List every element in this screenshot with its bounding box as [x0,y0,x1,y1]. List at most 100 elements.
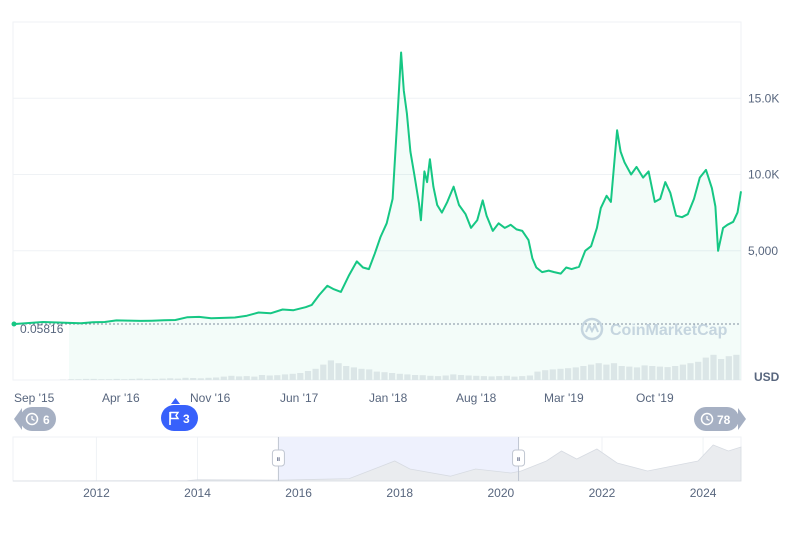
volume-bar [358,368,365,380]
coinmarketcap-watermark: CoinMarketCap [580,317,728,341]
history-clock-hands-icon [31,416,35,422]
baseline-start-dot [11,321,17,327]
navigator-left-handle[interactable]: ⏸ [271,437,285,481]
future-clock-icon [700,412,714,426]
volume-bar [465,375,472,380]
volume-bar [213,377,220,380]
left-events-pill[interactable]: 6 [14,407,56,431]
volume-bar [656,366,663,380]
volume-bar [220,376,227,380]
volume-bar [412,375,419,380]
volume-bar [335,363,342,380]
left-pill-arrow [14,408,22,430]
volume-bar [473,375,480,380]
volume-bar [526,375,533,380]
volume-bar [167,378,174,380]
volume-bar [343,366,350,380]
volume-bar [289,373,296,380]
volume-bar [519,376,526,380]
volume-bar [588,364,595,380]
x-tick-label: Oct '19 [636,391,674,405]
volume-bar [236,376,243,380]
price-line-lead [14,320,70,325]
right-events-pill[interactable]: 78 [694,407,746,431]
right-pill-arrow [738,408,746,430]
volume-bar [251,376,258,380]
navigator-left-handle-grip [271,449,285,467]
navigator-area [12,444,742,482]
volume-bar [610,363,618,380]
navigator-year-labels: 2012 2014 2016 2018 2020 2022 2024 [83,486,717,500]
volume-bar [687,363,694,380]
volume-bar [633,367,641,380]
volume-bar [480,376,487,380]
volume-bar [128,378,136,380]
currency-label: USD [754,370,780,384]
price-line [68,51,742,325]
volume-bar [442,375,449,380]
volume-bar [695,361,702,380]
volume-bar [733,354,740,380]
future-clock-hands-icon [706,416,710,422]
volume-bar [718,359,725,380]
x-tick-label: Jun '17 [280,391,319,405]
x-tick-label: Apr '16 [102,391,140,405]
volume-bars [60,354,740,380]
price-area-fill [69,52,741,380]
volume-bar [626,366,633,380]
watermark-text: CoinMarketCap [610,322,728,339]
flag-events-pill[interactable]: 3 [161,398,198,431]
volume-bar [281,374,289,380]
volume-bar [90,378,97,380]
range-navigator[interactable]: ⏸ ⏸ 2012 2014 2016 2018 2020 2022 2024 [12,436,742,500]
volume-bar [136,378,143,380]
volume-bar [182,377,189,380]
volume-bar [427,375,434,380]
x-axis-ticks: Sep '15 Apr '16 Nov '16 Jun '17 Jan '18 Aug '… [14,391,674,405]
volume-bar [396,373,403,380]
volume-bar [266,375,273,380]
volume-bar [151,378,158,380]
gridlines [13,97,741,252]
volume-bar [197,378,204,380]
volume-bar [565,368,572,380]
x-tick-label: Sep '15 [14,391,55,405]
volume-bar [557,368,564,380]
volume-bar [595,363,602,380]
volume-bar [327,360,334,380]
volume-bar [503,375,510,380]
right-pill-count: 78 [717,413,731,427]
flag-icon [169,411,180,420]
volume-bar [672,366,679,380]
navigator-year-label: 2016 [285,486,312,500]
volume-bar [618,366,625,380]
volume-bar [580,366,587,380]
volume-bar [228,375,235,380]
volume-bar [350,367,357,380]
volume-bar [450,374,457,380]
navigator-right-handle[interactable]: ⏸ [512,437,526,481]
baseline-value-label: 0.05816 [20,322,64,336]
volume-bar [641,365,648,380]
volume-bar [572,367,579,380]
coinmarketcap-logo-icon [580,317,604,341]
volume-bar [98,379,105,380]
flag-pill-count: 3 [183,412,190,426]
volume-bar [419,375,426,380]
volume-bar [488,376,495,380]
volume-bar [121,379,128,380]
navigator-year-label: 2014 [184,486,211,500]
y-tick-label: 10.0K [748,168,779,182]
y-tick-label: 5,000 [748,244,778,258]
flag-pill-arrow [171,398,180,404]
volume-bar [381,372,388,380]
volume-bar [664,367,671,380]
volume-bar [243,376,250,380]
x-tick-label: Mar '19 [544,391,584,405]
volume-bar [534,371,541,380]
volume-bar [304,371,312,380]
navigator-year-label: 2024 [690,486,717,500]
volume-bar [144,378,151,380]
